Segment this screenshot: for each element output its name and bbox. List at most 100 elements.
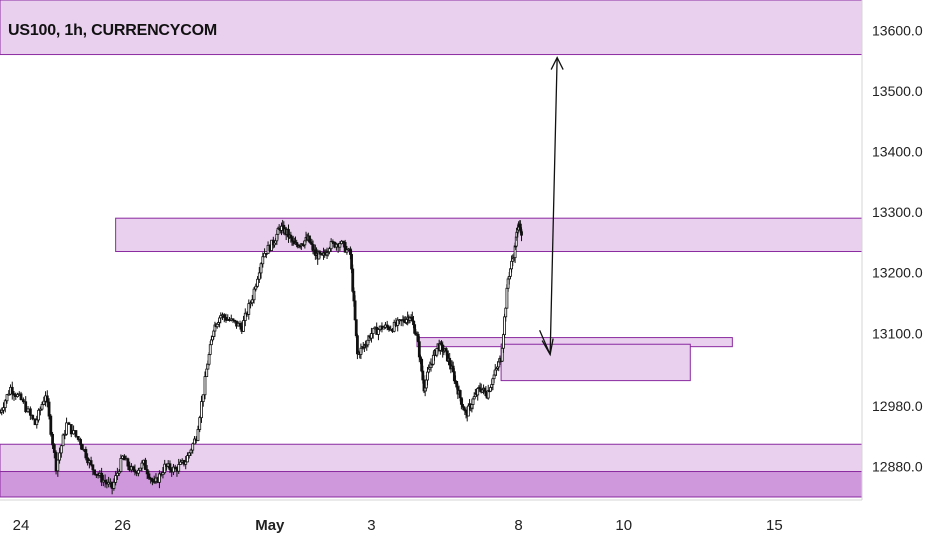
candle-body: [387, 326, 391, 330]
candle-body: [72, 430, 75, 435]
candle-body: [263, 253, 266, 258]
candle-body: [252, 288, 256, 301]
projection-arrowhead-up: [550, 56, 564, 70]
candle-body: [38, 408, 42, 411]
candle-body: [329, 241, 333, 250]
candle-body: [80, 444, 84, 450]
candle-body: [2, 407, 5, 411]
candle-body: [177, 464, 181, 472]
y-tick-label: 12880.0: [872, 459, 923, 475]
candle-body: [250, 299, 254, 304]
candle-body: [270, 239, 273, 251]
candle-body: [59, 445, 63, 454]
candle-body: [256, 278, 259, 287]
candle-body: [198, 417, 202, 430]
candle-body: [61, 434, 65, 447]
candle-body: [115, 472, 119, 477]
candle-body: [345, 249, 349, 253]
candle-body: [76, 436, 80, 440]
x-tick-label: 15: [766, 517, 783, 534]
candle-body: [243, 312, 247, 321]
candle-body: [0, 411, 2, 414]
candle-body: [158, 473, 161, 483]
candle-body: [471, 398, 475, 405]
candle-body: [35, 419, 39, 426]
y-tick-label: 13200.0: [872, 265, 923, 281]
candle-body: [371, 328, 375, 334]
candle-body: [69, 424, 73, 435]
candle-body: [231, 318, 235, 321]
zone-support-zone-lower: [0, 471, 863, 498]
zone-support-zone-upper: [0, 443, 863, 474]
candle-body: [382, 326, 386, 330]
candle-body: [67, 422, 71, 425]
candle-body: [16, 394, 19, 397]
candle-body: [145, 469, 149, 475]
candle-body: [207, 354, 211, 365]
candle-body: [40, 404, 44, 410]
candle-body: [5, 394, 9, 402]
candle-body: [19, 393, 23, 401]
candle-body: [7, 393, 11, 396]
candle-body: [179, 461, 182, 465]
candle-body: [49, 415, 53, 435]
candle-body: [3, 400, 7, 409]
candle-body: [338, 243, 342, 248]
candle-body: [26, 408, 30, 413]
y-tick-label: 12980.0: [872, 398, 923, 414]
y-tick-label: 13400.0: [872, 144, 923, 160]
candle-body: [385, 324, 389, 328]
candle-body: [0, 409, 4, 413]
candle-body: [427, 368, 431, 373]
candle-body: [24, 401, 28, 413]
chart-title: US100, 1h, CURRENCYCOM: [8, 22, 217, 39]
candle-body: [63, 433, 67, 436]
candle-body: [114, 475, 118, 483]
candle-body: [28, 408, 32, 416]
zone-demand-zone: [500, 343, 691, 382]
zone-supply-zone: [115, 217, 863, 253]
candle-body: [10, 386, 14, 395]
candle-body: [520, 231, 523, 236]
candle-body: [84, 449, 88, 459]
x-tick-label: 10: [615, 517, 632, 534]
projection-arrowhead-down: [541, 338, 554, 357]
candle-body: [119, 458, 123, 472]
candle-body: [12, 393, 16, 396]
candle-body: [392, 321, 396, 332]
x-tick-label: 26: [114, 517, 131, 534]
candle-body: [122, 455, 126, 461]
candle-body: [133, 469, 137, 473]
y-tick-label: 13600.0: [872, 22, 923, 38]
candle-body: [112, 481, 116, 489]
candle-body: [144, 459, 147, 470]
candle-body: [65, 422, 68, 435]
candle-body: [37, 409, 40, 421]
candle-body: [172, 466, 175, 473]
candle-body: [242, 320, 245, 332]
candle-body: [354, 319, 358, 337]
candle-body: [103, 479, 107, 483]
x-tick-label: May: [255, 517, 285, 534]
y-tick-label: 13500.0: [872, 83, 923, 99]
candle-body: [168, 463, 172, 470]
candle-body: [343, 242, 347, 253]
candle-body: [377, 329, 380, 335]
candle-body: [193, 438, 196, 445]
x-tick-label: 8: [514, 517, 522, 534]
candle-body: [370, 333, 373, 339]
candle-body: [91, 464, 95, 471]
candle-body: [238, 322, 242, 327]
candle-body: [89, 460, 93, 466]
candle-body: [249, 302, 252, 305]
candle-body: [173, 466, 177, 470]
candle-body: [219, 315, 223, 319]
y-tick-label: 13300.0: [872, 204, 923, 220]
y-tick-label: 13100.0: [872, 325, 923, 341]
candle-body: [42, 400, 46, 405]
candle-body: [222, 314, 226, 318]
candle-body: [205, 368, 209, 378]
candle-body: [458, 390, 462, 399]
candle-body: [138, 467, 142, 471]
candle-body: [31, 414, 35, 420]
